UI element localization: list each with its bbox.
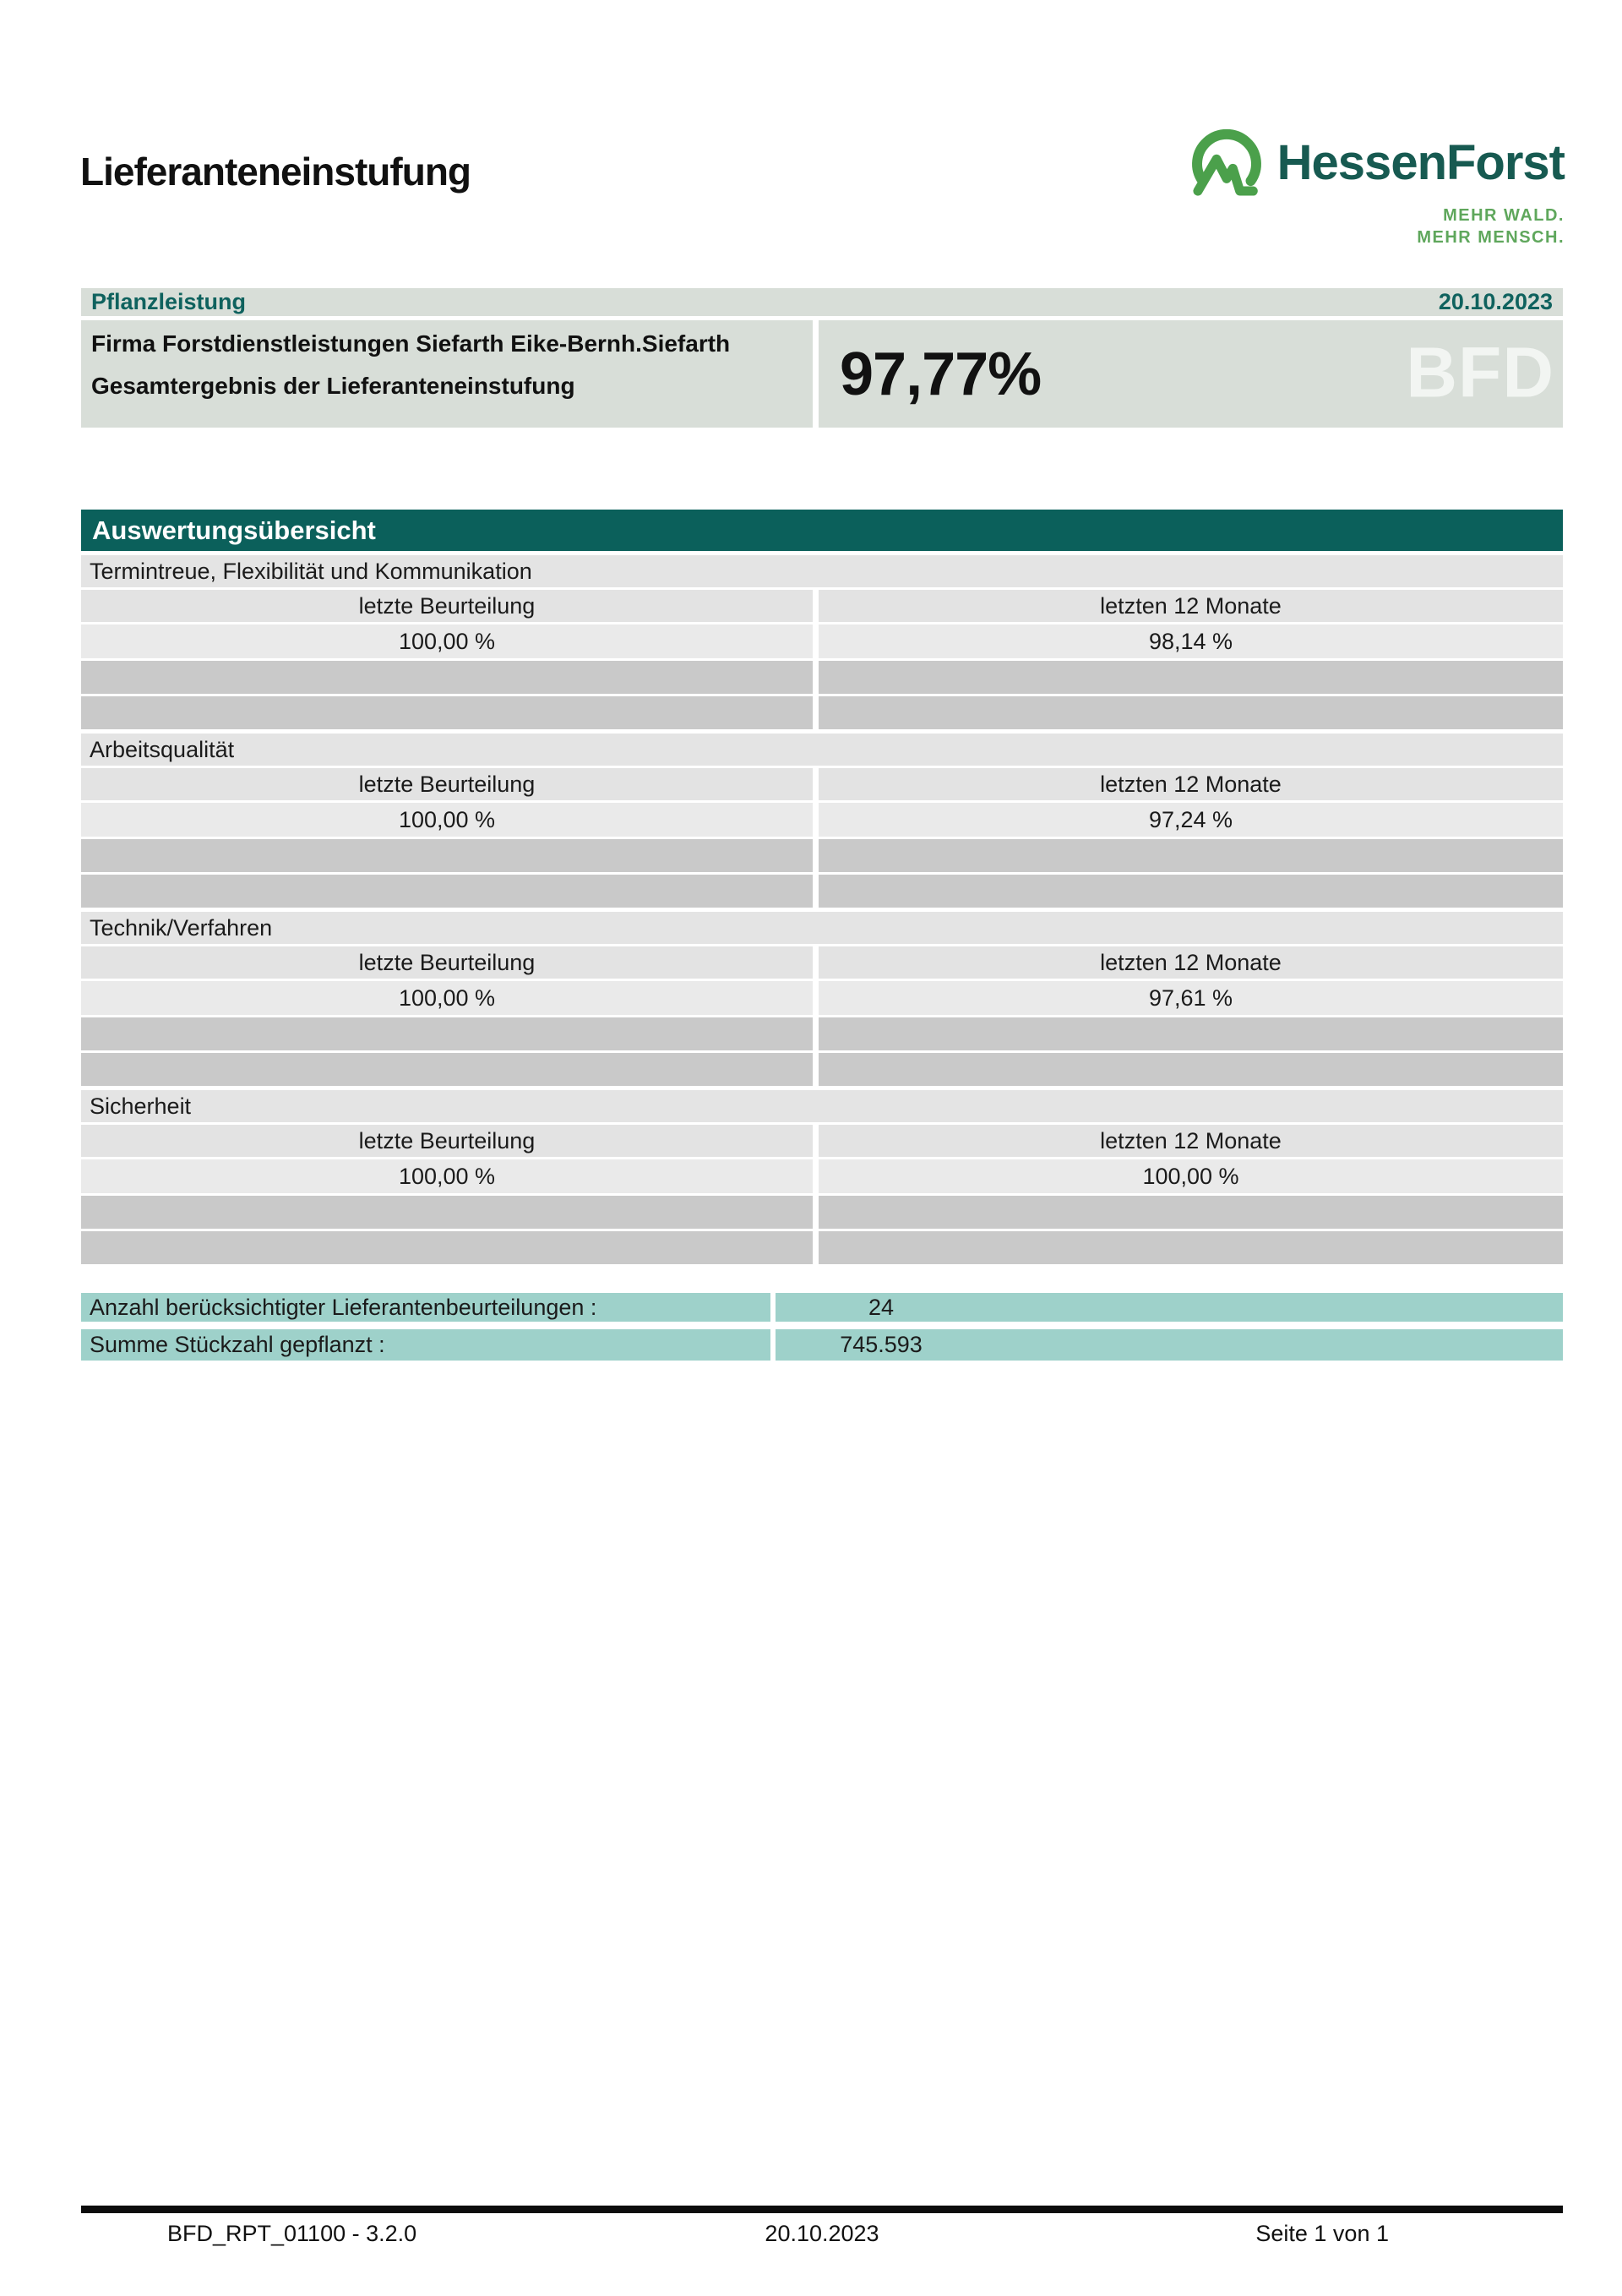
empty-rating-row-cell xyxy=(81,1017,813,1050)
company-info: Firma Forstdienstleistungen Siefarth Eik… xyxy=(81,320,813,428)
col-header-letzte-beurteilung: letzte Beurteilung xyxy=(81,768,813,800)
total-score: 97,77% xyxy=(840,340,1042,408)
summary-value-stueckzahl: 745.593 xyxy=(840,1332,923,1357)
tagline-line2: MEHR MENSCH. xyxy=(1417,228,1565,247)
empty-rating-row-cell xyxy=(819,1196,1563,1229)
footer-report-id: BFD_RPT_01100 - 3.2.0 xyxy=(167,2221,417,2246)
col-header-letzten-12-monate: letzten 12 Monate xyxy=(819,768,1563,800)
col-header-letzten-12-monate: letzten 12 Monate xyxy=(819,1125,1563,1157)
col-header-letzten-12-monate: letzten 12 Monate xyxy=(819,590,1563,622)
category-label: Pflanzleistung xyxy=(91,289,247,314)
col-header-letzte-beurteilung: letzte Beurteilung xyxy=(81,1125,813,1157)
overall-result-cell: 97,77% BFD xyxy=(819,320,1563,428)
page-title: Lieferanteneinstufung xyxy=(80,150,471,194)
section-title: Technik/Verfahren xyxy=(81,912,1563,944)
empty-rating-row-cell xyxy=(819,1053,1563,1086)
value-letzte-beurteilung: 100,00 % xyxy=(81,981,813,1015)
empty-rating-row-cell xyxy=(81,661,813,694)
section-title: Termintreue, Flexibilität und Kommunikat… xyxy=(81,555,1563,587)
summary-value-cell: 745.593 xyxy=(776,1329,1563,1361)
hessenforst-logo-icon xyxy=(1191,128,1261,196)
summary-label-anzahl: Anzahl berücksichtigter Lieferantenbeurt… xyxy=(81,1293,770,1322)
empty-rating-row-cell xyxy=(81,1231,813,1264)
empty-rating-row-cell xyxy=(81,875,813,908)
section-sicherheit: Sicherheit letzte Beurteilung letzten 12… xyxy=(81,1090,1563,1264)
empty-rating-row-cell xyxy=(819,839,1563,872)
col-header-letzten-12-monate: letzten 12 Monate xyxy=(819,946,1563,979)
empty-rating-row-cell xyxy=(819,875,1563,908)
col-header-letzte-beurteilung: letzte Beurteilung xyxy=(81,590,813,622)
value-letzten-12-monate: 97,61 % xyxy=(819,981,1563,1015)
value-letzten-12-monate: 97,24 % xyxy=(819,803,1563,837)
value-letzte-beurteilung: 100,00 % xyxy=(81,1159,813,1193)
result-caption: Gesamtergebnis der Lieferanteneinstufung xyxy=(91,373,575,399)
empty-rating-row-cell xyxy=(81,1053,813,1086)
report-header-block: Pflanzleistung 20.10.2023 Firma Forstdie… xyxy=(81,288,1563,428)
summary-block: Anzahl berücksichtigter Lieferantenbeurt… xyxy=(81,1293,1563,1361)
bfd-watermark: BFD xyxy=(1406,332,1554,412)
footer-divider xyxy=(81,2206,1563,2213)
empty-rating-row-cell xyxy=(819,1231,1563,1264)
section-title: Sicherheit xyxy=(81,1090,1563,1122)
section-arbeitsqualitaet: Arbeitsqualität letzte Beurteilung letzt… xyxy=(81,734,1563,908)
value-letzten-12-monate: 98,14 % xyxy=(819,624,1563,658)
summary-value-cell: 24 xyxy=(776,1293,1563,1322)
report-date: 20.10.2023 xyxy=(1438,289,1553,314)
footer-page-number: Seite 1 von 1 xyxy=(1255,2221,1389,2246)
col-header-letzte-beurteilung: letzte Beurteilung xyxy=(81,946,813,979)
summary-value-anzahl: 24 xyxy=(868,1295,895,1320)
section-termintreue: Termintreue, Flexibilität und Kommunikat… xyxy=(81,555,1563,729)
summary-row: Anzahl berücksichtigter Lieferantenbeurt… xyxy=(81,1293,1563,1322)
empty-rating-row-cell xyxy=(819,661,1563,694)
page-footer: BFD_RPT_01100 - 3.2.0 20.10.2023 Seite 1… xyxy=(81,2206,1563,2248)
value-letzte-beurteilung: 100,00 % xyxy=(81,624,813,658)
brand-name: HessenForst xyxy=(1276,134,1565,190)
company-name: Firma Forstdienstleistungen Siefarth Eik… xyxy=(91,330,731,357)
header-result-row: Firma Forstdienstleistungen Siefarth Eik… xyxy=(81,320,1563,428)
footer-date: 20.10.2023 xyxy=(765,2221,879,2246)
empty-rating-row-cell xyxy=(819,1017,1563,1050)
summary-row: Summe Stückzahl gepflanzt : 745.593 xyxy=(81,1329,1563,1361)
value-letzten-12-monate: 100,00 % xyxy=(819,1159,1563,1193)
empty-rating-row-cell xyxy=(81,696,813,729)
tagline-line1: MEHR WALD. xyxy=(1443,206,1565,225)
hessenforst-logo: HessenForst MEHR WALD. MEHR MENSCH. xyxy=(1168,123,1565,248)
brand-tagline: MEHR WALD. MEHR MENSCH. xyxy=(1168,205,1565,248)
empty-rating-row-cell xyxy=(81,1196,813,1229)
table-title-bar: Auswertungsübersicht xyxy=(81,510,1563,551)
evaluation-table: Auswertungsübersicht Termintreue, Flexib… xyxy=(81,510,1563,1267)
value-letzte-beurteilung: 100,00 % xyxy=(81,803,813,837)
empty-rating-row-cell xyxy=(81,839,813,872)
empty-rating-row-cell xyxy=(819,696,1563,729)
section-title: Arbeitsqualität xyxy=(81,734,1563,766)
header-category-row: Pflanzleistung 20.10.2023 xyxy=(81,288,1563,316)
section-technik-verfahren: Technik/Verfahren letzte Beurteilung let… xyxy=(81,912,1563,1086)
summary-label-stueckzahl: Summe Stückzahl gepflanzt : xyxy=(81,1329,770,1361)
